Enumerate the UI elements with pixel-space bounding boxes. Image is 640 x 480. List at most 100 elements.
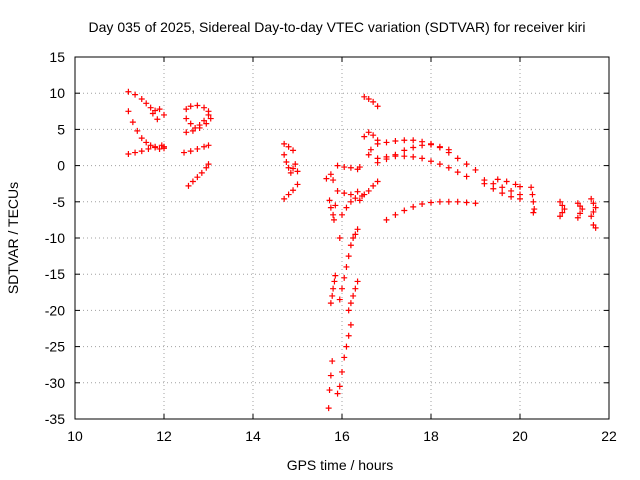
data-point — [336, 383, 343, 390]
data-point — [354, 188, 361, 195]
y-tick-label: -10 — [45, 230, 65, 246]
series-arc-r — [345, 278, 361, 314]
data-point — [138, 95, 145, 102]
data-point — [294, 168, 301, 175]
data-point — [334, 187, 341, 194]
series-arc-x — [383, 198, 479, 223]
x-tick-label: 20 — [512, 428, 528, 444]
data-point — [341, 190, 348, 197]
data-point — [290, 165, 297, 172]
data-point — [329, 358, 336, 365]
data-point — [147, 104, 154, 111]
data-point — [588, 213, 595, 220]
data-point — [156, 106, 163, 113]
data-point — [374, 159, 381, 166]
data-point — [327, 204, 334, 211]
data-point — [330, 177, 337, 184]
series-arc-h — [281, 140, 297, 154]
data-point — [401, 153, 408, 160]
data-point — [365, 129, 372, 136]
data-point — [445, 164, 452, 171]
data-point — [530, 198, 537, 205]
data-point — [327, 300, 334, 307]
data-point — [323, 175, 330, 182]
data-point — [332, 272, 339, 279]
data-point — [370, 132, 377, 139]
data-point — [463, 161, 470, 168]
data-point — [345, 253, 352, 260]
data-point — [361, 191, 368, 198]
data-point — [134, 127, 141, 134]
data-point — [132, 149, 139, 156]
data-point — [365, 151, 372, 158]
data-point — [410, 137, 417, 144]
series-arc-a — [125, 88, 167, 123]
data-point — [361, 93, 368, 100]
data-point — [336, 235, 343, 241]
data-point — [183, 115, 190, 122]
data-point — [557, 198, 564, 205]
data-point — [327, 171, 334, 178]
data-point — [341, 354, 348, 361]
data-point — [590, 200, 597, 207]
data-point — [503, 178, 510, 185]
data-point — [419, 155, 426, 162]
data-point — [207, 115, 214, 122]
series-arc-q — [327, 226, 361, 307]
data-point — [454, 169, 461, 176]
data-point — [347, 242, 354, 249]
x-tick-label: 14 — [245, 428, 261, 444]
data-point — [187, 120, 194, 127]
series-arc-k — [323, 171, 343, 241]
data-point — [392, 151, 399, 158]
data-point — [436, 161, 443, 168]
data-point — [330, 216, 337, 223]
series-arc-n — [339, 193, 366, 218]
data-point — [325, 405, 332, 412]
data-point — [332, 202, 339, 209]
data-point — [145, 145, 152, 152]
data-point — [454, 198, 461, 205]
data-point — [161, 143, 167, 150]
data-point — [330, 285, 337, 292]
data-point — [326, 387, 333, 394]
data-point — [339, 285, 345, 292]
data-point — [574, 214, 581, 221]
data-point — [347, 164, 354, 171]
series-arc-z5 — [574, 200, 586, 221]
series-arc-v — [374, 153, 470, 180]
series-arc-l — [334, 162, 363, 173]
data-point — [365, 95, 372, 102]
data-point — [559, 209, 566, 216]
data-point — [343, 343, 350, 350]
data-point — [343, 263, 350, 270]
data-point — [149, 110, 156, 117]
data-point — [194, 145, 201, 152]
data-point — [590, 208, 597, 215]
data-point — [428, 158, 434, 165]
data-point — [281, 151, 288, 158]
data-point — [490, 180, 497, 187]
data-point — [374, 140, 381, 147]
data-point — [192, 124, 199, 131]
data-point — [161, 111, 167, 118]
data-point — [579, 206, 586, 213]
data-point — [285, 143, 292, 150]
data-point — [490, 185, 497, 192]
data-point — [143, 139, 150, 146]
data-point — [185, 182, 192, 189]
data-point — [350, 235, 357, 241]
data-point — [463, 173, 470, 180]
data-point — [463, 199, 470, 206]
data-point — [454, 155, 461, 162]
y-tick-label: -20 — [45, 302, 65, 318]
data-point — [347, 321, 354, 328]
data-point — [419, 200, 426, 207]
data-point — [198, 169, 205, 176]
series-arc-z3 — [528, 184, 538, 216]
x-tick-label: 22 — [601, 428, 617, 444]
data-point — [401, 147, 408, 154]
series-arc-t — [361, 129, 381, 158]
data-point — [499, 184, 506, 191]
